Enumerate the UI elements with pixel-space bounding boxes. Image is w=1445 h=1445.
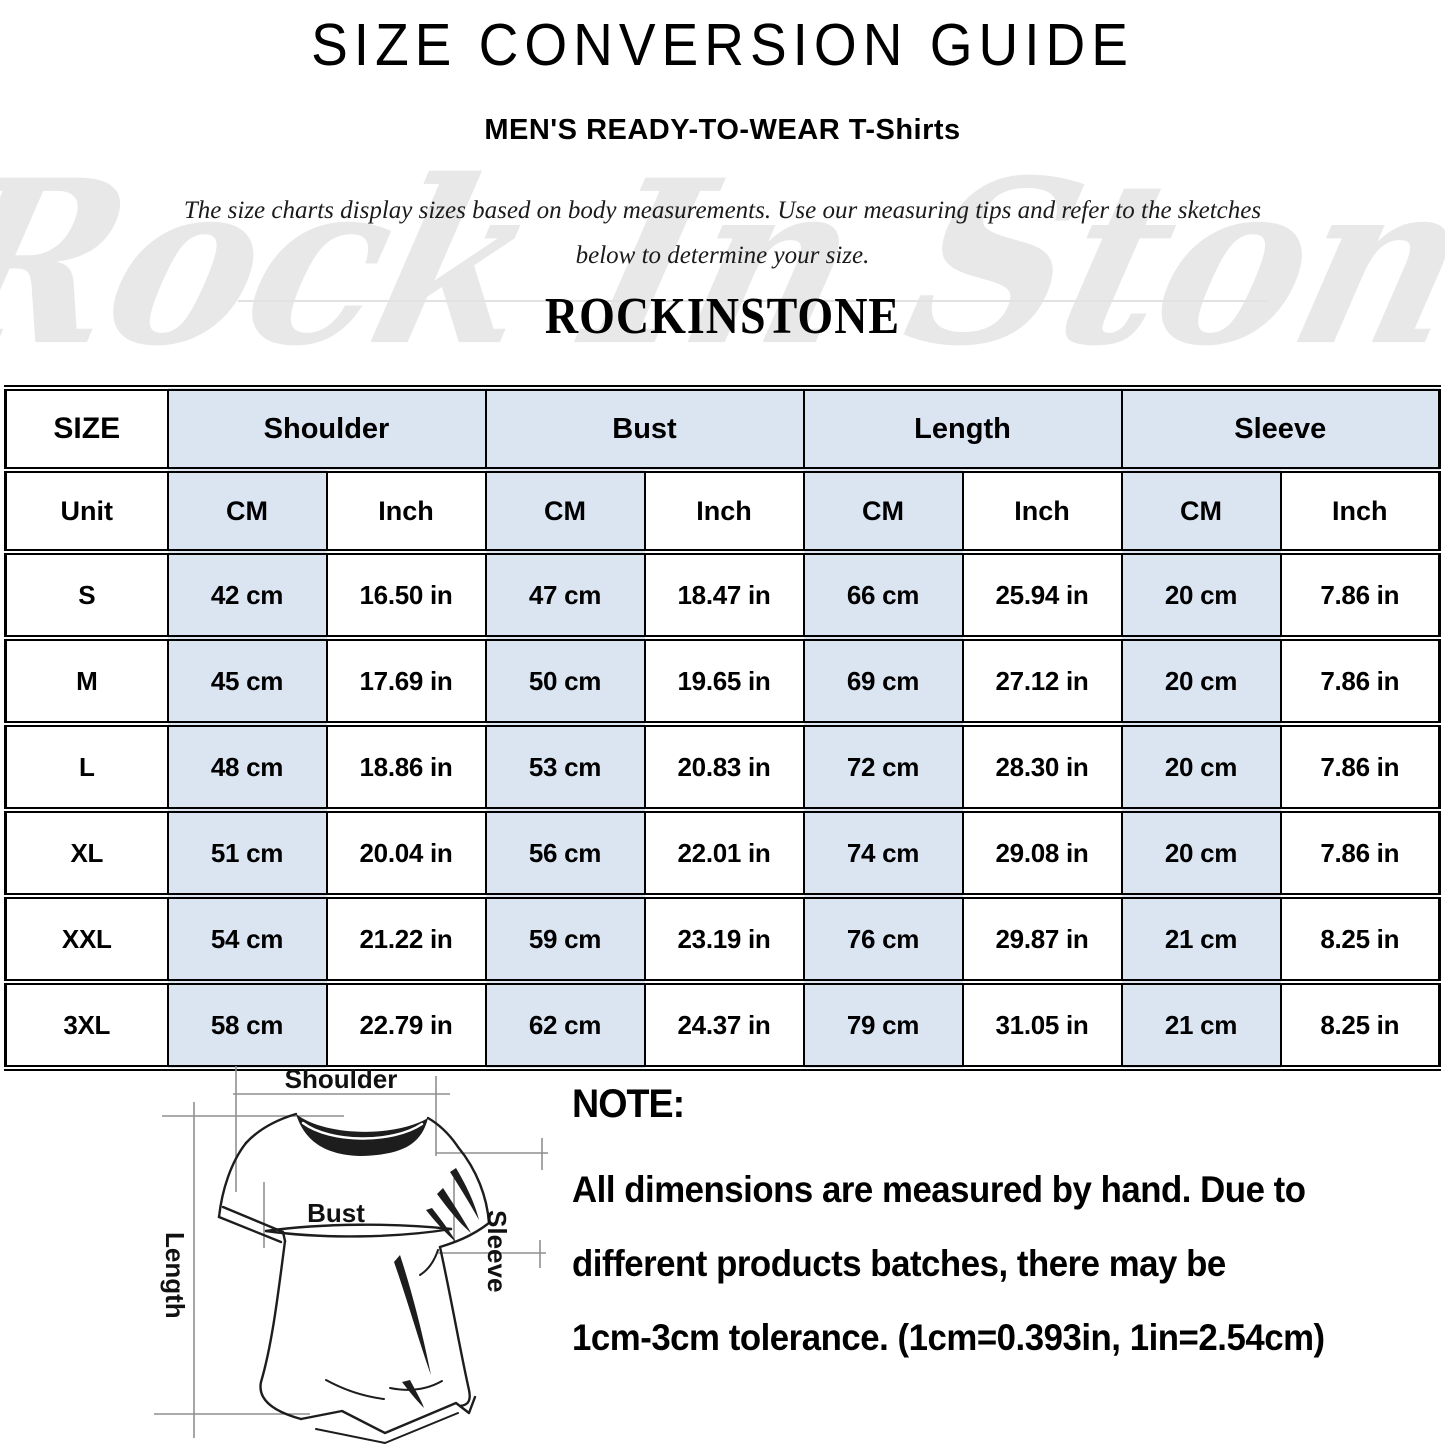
table-row-m: M 45 cm 17.69 in 50 cm 19.65 in 69 cm 27… <box>4 635 1441 727</box>
cm-cell: 54 cm <box>166 893 328 985</box>
note-line-3: 1cm-3cm tolerance. (1cm=0.393in, 1in=2.5… <box>572 1317 1325 1358</box>
bust-label: Bust <box>307 1198 365 1228</box>
inch-cell: 24.37 in <box>643 979 805 1071</box>
inch-cell: 25.94 in <box>961 549 1123 641</box>
unit-cm-shoulder: CM <box>166 467 328 555</box>
brand-name: ROCKINSTONE <box>544 287 901 345</box>
subtitle: MEN'S READY-TO-WEAR T-Shirts <box>484 114 961 146</box>
description-line-1: The size charts display sizes based on b… <box>183 197 1262 224</box>
inch-cell: 28.30 in <box>961 721 1123 813</box>
description-line-2: below to determine your size. <box>575 242 870 269</box>
inch-cell: 7.86 in <box>1279 635 1441 727</box>
size-label: 3XL <box>4 979 169 1071</box>
cm-cell: 58 cm <box>166 979 328 1071</box>
tshirt-measurement-diagram: Shoulder Bust Length Sleeve <box>154 1064 548 1444</box>
table-row-l: L 48 cm 18.86 in 53 cm 20.83 in 72 cm 28… <box>4 721 1441 813</box>
tshirt-shading <box>394 1168 479 1408</box>
cm-cell: 66 cm <box>802 549 964 641</box>
unit-inch-length: Inch <box>961 467 1123 555</box>
inch-cell: 18.86 in <box>325 721 487 813</box>
inch-cell: 18.47 in <box>643 549 805 641</box>
unit-inch-bust: Inch <box>643 467 805 555</box>
inch-cell: 7.86 in <box>1279 549 1441 641</box>
cm-cell: 69 cm <box>802 635 964 727</box>
cm-cell: 51 cm <box>166 807 328 899</box>
inch-cell: 22.01 in <box>643 807 805 899</box>
tshirt-outline <box>217 1112 491 1444</box>
cm-cell: 79 cm <box>802 979 964 1071</box>
unit-cm-sleeve: CM <box>1120 467 1282 555</box>
size-label: S <box>4 549 169 641</box>
size-label: L <box>4 721 169 813</box>
group-header-bust: Bust <box>484 385 805 473</box>
cm-cell: 62 cm <box>484 979 646 1071</box>
note-section: NOTE: All dimensions are measured by han… <box>572 1082 1418 1375</box>
size-label: XL <box>4 807 169 899</box>
size-conversion-table: SIZE Shoulder Bust Length Sleeve Unit CM… <box>4 385 1441 1071</box>
inch-cell: 7.86 in <box>1279 721 1441 813</box>
corner-header-size: SIZE <box>4 385 169 473</box>
cm-cell: 20 cm <box>1120 635 1282 727</box>
inch-cell: 8.25 in <box>1279 893 1441 985</box>
inch-cell: 29.08 in <box>961 807 1123 899</box>
cm-cell: 47 cm <box>484 549 646 641</box>
shoulder-label: Shoulder <box>285 1064 398 1094</box>
inch-cell: 20.83 in <box>643 721 805 813</box>
diagram-labels: Shoulder Bust Length Sleeve <box>160 1064 512 1319</box>
inch-cell: 31.05 in <box>961 979 1123 1071</box>
inch-cell: 29.87 in <box>961 893 1123 985</box>
inch-cell: 19.65 in <box>643 635 805 727</box>
unit-cm-length: CM <box>802 467 964 555</box>
size-label: XXL <box>4 893 169 985</box>
inch-cell: 20.04 in <box>325 807 487 899</box>
cm-cell: 20 cm <box>1120 807 1282 899</box>
unit-label: Unit <box>4 467 169 555</box>
cm-cell: 48 cm <box>166 721 328 813</box>
inch-cell: 22.79 in <box>325 979 487 1071</box>
divider-line <box>238 300 1268 302</box>
note-line-2: different products batches, there may be <box>572 1243 1226 1284</box>
size-label: M <box>4 635 169 727</box>
cm-cell: 21 cm <box>1120 979 1282 1071</box>
unit-inch-shoulder: Inch <box>325 467 487 555</box>
table-row-xxl: XXL 54 cm 21.22 in 59 cm 23.19 in 76 cm … <box>4 893 1441 985</box>
cm-cell: 42 cm <box>166 549 328 641</box>
inch-cell: 23.19 in <box>643 893 805 985</box>
table-row-s: S 42 cm 16.50 in 47 cm 18.47 in 66 cm 25… <box>4 549 1441 641</box>
inch-cell: 7.86 in <box>1279 807 1441 899</box>
unit-cm-bust: CM <box>484 467 646 555</box>
inch-cell: 27.12 in <box>961 635 1123 727</box>
group-header-length: Length <box>802 385 1123 473</box>
unit-inch-sleeve: Inch <box>1279 467 1441 555</box>
cm-cell: 74 cm <box>802 807 964 899</box>
table-unit-row: Unit CM Inch CM Inch CM Inch CM Inch <box>4 467 1441 555</box>
group-header-sleeve: Sleeve <box>1120 385 1441 473</box>
cm-cell: 20 cm <box>1120 549 1282 641</box>
cm-cell: 50 cm <box>484 635 646 727</box>
group-header-shoulder: Shoulder <box>166 385 487 473</box>
cm-cell: 21 cm <box>1120 893 1282 985</box>
cm-cell: 20 cm <box>1120 721 1282 813</box>
page-title: SIZE CONVERSION GUIDE <box>311 11 1134 79</box>
cm-cell: 76 cm <box>802 893 964 985</box>
inch-cell: 21.22 in <box>325 893 487 985</box>
table-row-xl: XL 51 cm 20.04 in 56 cm 22.01 in 74 cm 2… <box>4 807 1441 899</box>
cm-cell: 72 cm <box>802 721 964 813</box>
inch-cell: 8.25 in <box>1279 979 1441 1071</box>
table-group-header-row: SIZE Shoulder Bust Length Sleeve <box>4 385 1441 473</box>
cm-cell: 53 cm <box>484 721 646 813</box>
cm-cell: 56 cm <box>484 807 646 899</box>
cm-cell: 59 cm <box>484 893 646 985</box>
cm-cell: 45 cm <box>166 635 328 727</box>
note-line-1: All dimensions are measured by hand. Due… <box>572 1169 1306 1210</box>
sleeve-label: Sleeve <box>482 1210 512 1292</box>
note-heading: NOTE: <box>572 1082 685 1126</box>
inch-cell: 16.50 in <box>325 549 487 641</box>
length-label: Length <box>160 1232 190 1319</box>
table-row-3xl: 3XL 58 cm 22.79 in 62 cm 24.37 in 79 cm … <box>4 979 1441 1071</box>
inch-cell: 17.69 in <box>325 635 487 727</box>
description-text: The size charts display sizes based on b… <box>0 188 1445 278</box>
